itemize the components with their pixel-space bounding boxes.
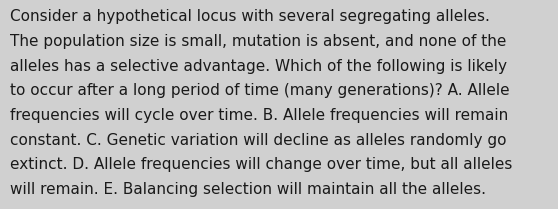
Text: will remain. E. Balancing selection will maintain all the alleles.: will remain. E. Balancing selection will… xyxy=(10,182,486,197)
Text: Consider a hypothetical locus with several segregating alleles.: Consider a hypothetical locus with sever… xyxy=(10,9,490,24)
Text: extinct. D. Allele frequencies will change over time, but all alleles: extinct. D. Allele frequencies will chan… xyxy=(10,157,512,172)
Text: constant. C. Genetic variation will decline as alleles randomly go: constant. C. Genetic variation will decl… xyxy=(10,133,507,148)
Text: alleles has a selective advantage. Which of the following is likely: alleles has a selective advantage. Which… xyxy=(10,59,507,74)
Text: to occur after a long period of time (many generations)? A. Allele: to occur after a long period of time (ma… xyxy=(10,83,509,98)
Text: frequencies will cycle over time. B. Allele frequencies will remain: frequencies will cycle over time. B. All… xyxy=(10,108,508,123)
Text: The population size is small, mutation is absent, and none of the: The population size is small, mutation i… xyxy=(10,34,507,49)
